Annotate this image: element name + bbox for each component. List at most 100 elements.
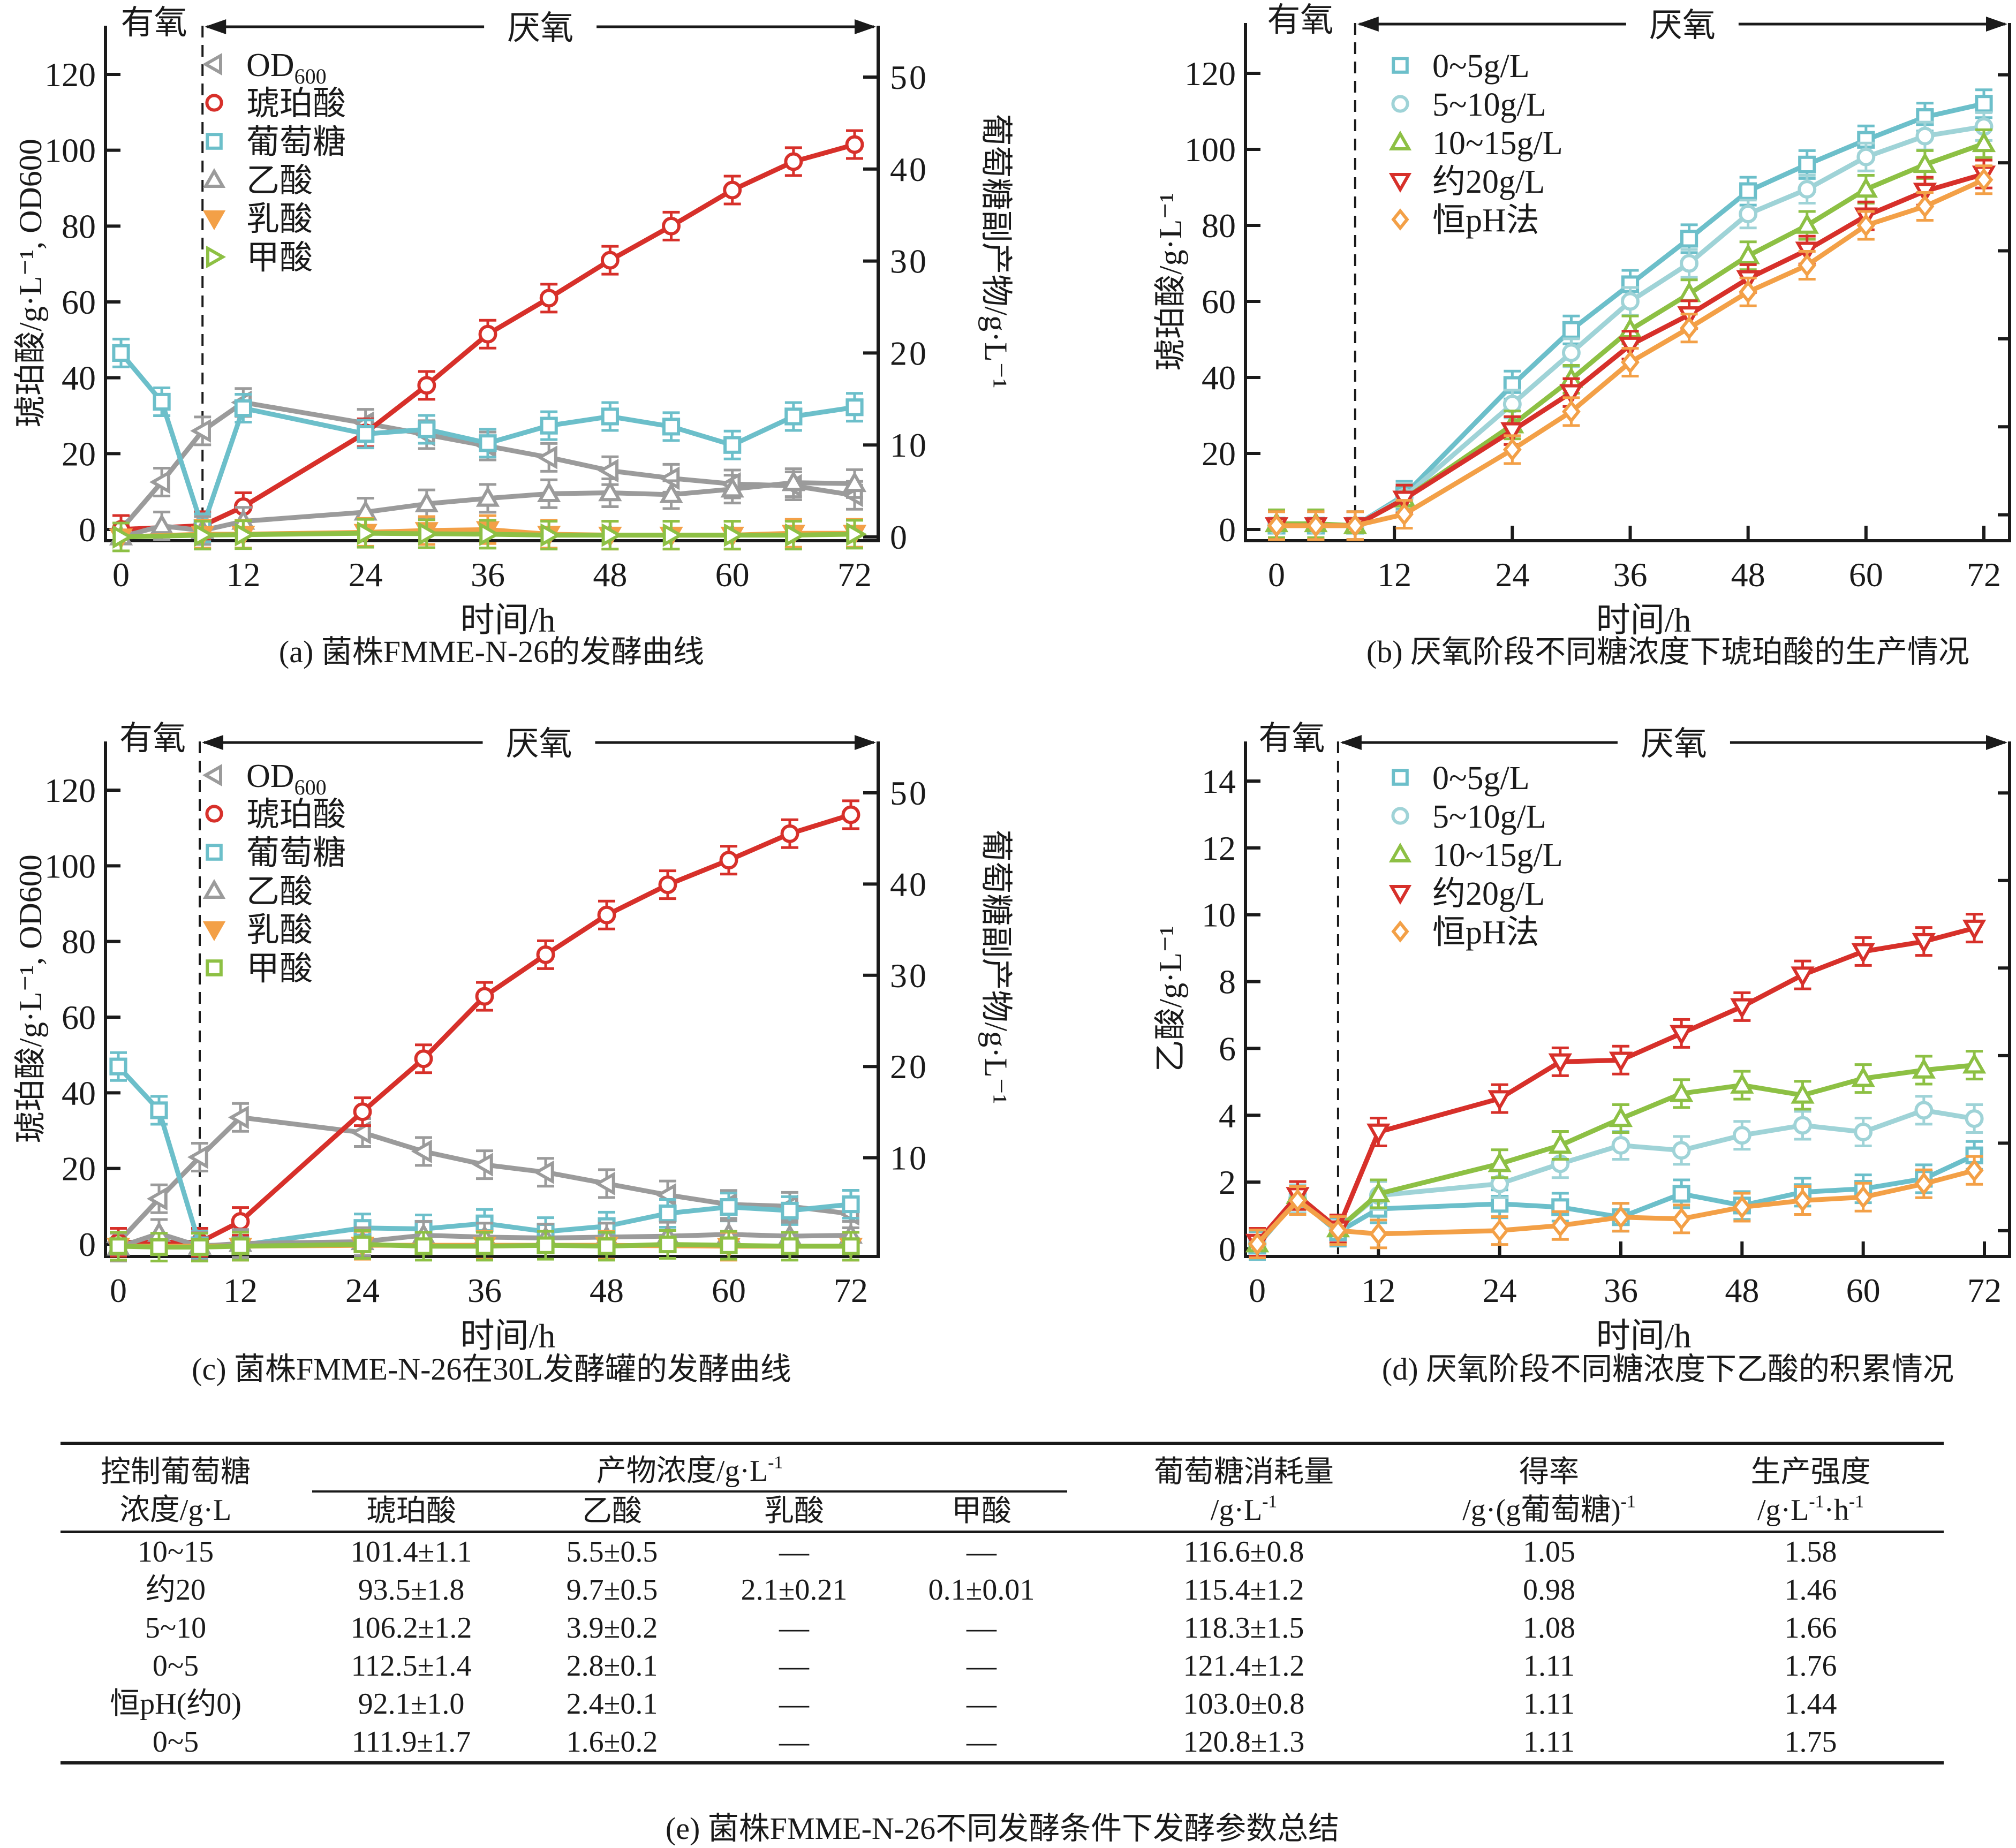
data-point: [1913, 152, 1937, 173]
series-5: [112, 518, 867, 552]
data-point: [1669, 1025, 1694, 1046]
y2-tick-label: 20: [890, 334, 928, 372]
data-point: [231, 1212, 250, 1231]
data-point: [475, 486, 500, 507]
header-lactic: 乳酸: [692, 1493, 896, 1533]
cell-condition: 5~10: [145, 1611, 207, 1645]
data-point: [1502, 395, 1522, 414]
data-point: [658, 875, 677, 895]
cell-productivity: 1.44: [1784, 1687, 1837, 1721]
data-point: [353, 499, 377, 521]
data-point: [781, 1237, 799, 1255]
data-point: [1369, 1222, 1388, 1246]
legend-marker: [1391, 208, 1409, 231]
caption-d: (d) 厌氧阶段不同糖浓度下乙酸的积累情况: [1381, 1352, 1954, 1387]
y-tick-label: 80: [1202, 207, 1236, 245]
series-4: [1267, 164, 1994, 541]
cell-acetic: 3.9±0.2: [566, 1611, 658, 1645]
data-point: [418, 521, 439, 546]
x-tick-label: 0: [1268, 556, 1285, 594]
data-point: [1680, 316, 1699, 340]
data-point: [475, 987, 494, 1006]
data-point: [720, 1198, 738, 1216]
chart-c: 0 12 24 36 48 60 72 0 20 40 60 80 100 120 10 20 30 40 50 时间…: [13, 721, 1014, 1355]
y-tick-label: 0: [79, 1225, 96, 1263]
legend-label: 葡萄糖: [246, 835, 346, 872]
data-point: [1609, 1051, 1633, 1073]
chart-a: 0 12 24 36 48 60 72 0 20 40 60 80 100 120 0 10 20 30 40 50 时…: [13, 5, 1014, 639]
series-4: [1248, 1155, 1984, 1260]
legend-marker: [202, 878, 226, 899]
x-tick-label: 24: [1495, 556, 1529, 594]
legend-label: 5~10g/L: [1432, 87, 1546, 123]
data-point: [153, 392, 171, 411]
legend-label: 恒pH法: [1432, 914, 1539, 951]
legend-label: 乳酸: [246, 912, 313, 949]
data-point: [1488, 1090, 1512, 1111]
x-tick-label: 12: [223, 1271, 258, 1309]
data-point: [1618, 336, 1642, 358]
cell-productivity: 1.46: [1784, 1573, 1837, 1607]
legend-marker: [202, 210, 226, 231]
data-point: [1791, 966, 1815, 988]
data-point: [1739, 182, 1757, 200]
header-product-group-label: 产物浓度/g·L: [596, 1455, 768, 1488]
x-tick-label: 24: [349, 556, 383, 594]
data-point: [1548, 1053, 1573, 1074]
data-point: [228, 1105, 249, 1130]
y2-tick-label: 40: [890, 865, 928, 903]
data-point: [1551, 1214, 1570, 1238]
data-point: [1798, 180, 1817, 199]
data-point: [479, 522, 501, 547]
x-axis-title: 时间/h: [1596, 1317, 1692, 1355]
header-product-group: 产物浓度/g·L-1: [291, 1443, 1067, 1493]
x-tick-label: 72: [1967, 1271, 2002, 1309]
legend-label: 10~15g/L: [1432, 125, 1563, 162]
data-point: [537, 445, 557, 469]
y-tick-label: 0: [79, 511, 96, 549]
data-point: [187, 1145, 208, 1169]
header-productivity-line2a: /g·L: [1757, 1494, 1809, 1527]
header-glucose-line2: /g·L: [1210, 1494, 1263, 1527]
y-tick-label: 8: [1219, 963, 1236, 1001]
y-axis-title: 乙酸/g·L⁻¹: [1153, 926, 1188, 1072]
legend-marker: [206, 959, 223, 976]
legend-marker: [206, 133, 223, 150]
legend-label: 乙酸: [246, 874, 313, 910]
cell-glucose: 120.8±1.3: [1067, 1723, 1421, 1764]
legend-label: 0~5g/L: [1432, 760, 1530, 797]
cell-succinic: 101.4±1.1: [350, 1535, 472, 1569]
header-acetic: 乙酸: [532, 1493, 692, 1533]
cell-condition: 0~5: [152, 1649, 199, 1683]
x-tick-label: 36: [1613, 556, 1648, 594]
cell-succinic: 92.1±1.0: [358, 1687, 465, 1721]
x-tick-label: 72: [837, 556, 872, 594]
y-tick-label: 4: [1219, 1096, 1236, 1134]
data-point: [353, 1235, 372, 1254]
data-point: [662, 216, 681, 236]
data-point: [1366, 1181, 1391, 1202]
x-tick-label: 24: [345, 1271, 380, 1309]
data-point: [1962, 919, 1987, 941]
data-point: [146, 1187, 168, 1211]
data-point: [600, 251, 620, 270]
header-succinic: 琥珀酸: [291, 1493, 532, 1533]
data-point: [1854, 1123, 1873, 1141]
data-point: [845, 398, 864, 416]
cell-yield: 1.11: [1523, 1687, 1575, 1721]
y2-tick-label: 10: [890, 426, 928, 464]
data-point: [842, 1195, 860, 1214]
cell-lactic: —: [692, 1723, 896, 1764]
cell-succinic: 106.2±1.2: [350, 1611, 472, 1645]
data-point: [784, 152, 803, 171]
arrow-head-left-icon: [202, 735, 223, 750]
caption-b: (b) 厌氧阶段不同糖浓度下琥珀酸的生产情况: [1366, 634, 1970, 669]
data-point: [1851, 1066, 1875, 1087]
data-point: [659, 1235, 677, 1254]
legend-label: OD600: [246, 758, 327, 799]
y-tick-label: 14: [1202, 762, 1236, 800]
data-point: [418, 420, 436, 438]
data-point: [414, 491, 439, 512]
data-point: [112, 525, 134, 549]
data-point: [598, 480, 622, 502]
